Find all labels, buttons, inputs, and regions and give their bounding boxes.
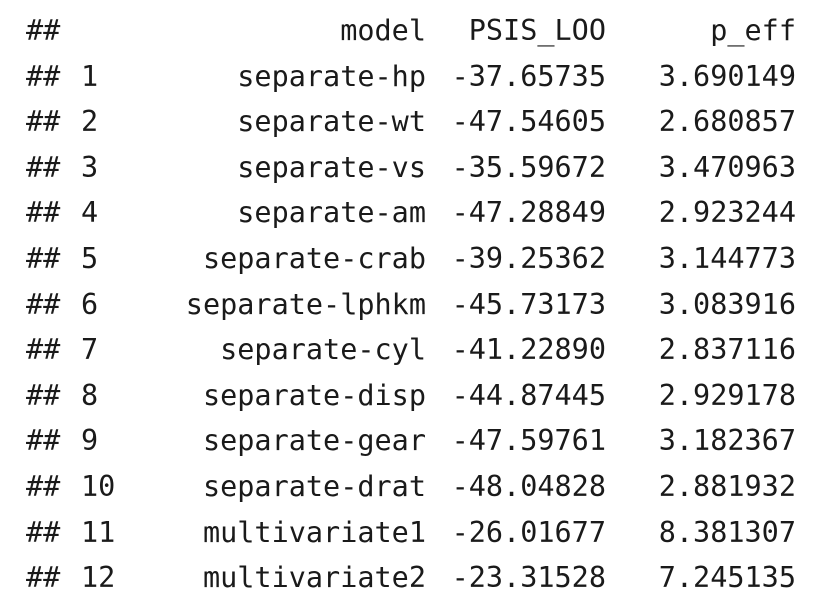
header-index bbox=[81, 8, 136, 54]
row-p-eff: 2.929178 bbox=[658, 378, 796, 412]
row-index: 11 bbox=[81, 515, 116, 549]
comment-prefix: ## bbox=[26, 241, 61, 275]
row-index: 3 bbox=[81, 150, 99, 184]
row-psis-loo: -26.01677 bbox=[451, 515, 606, 549]
row-index: 6 bbox=[81, 287, 99, 321]
row-model: separate-drat bbox=[202, 469, 426, 503]
row-model: separate-lphkm bbox=[185, 287, 426, 321]
row-p-eff: 3.470963 bbox=[658, 150, 796, 184]
row-psis-loo: -37.65735 bbox=[451, 59, 606, 93]
comment-prefix: ## bbox=[26, 424, 61, 458]
row-model: separate-disp bbox=[202, 378, 426, 412]
row-psis-loo: -35.59672 bbox=[451, 150, 606, 184]
row-psis-loo: -45.73173 bbox=[451, 287, 606, 321]
row-index: 10 bbox=[81, 469, 116, 503]
header-p-eff: p_eff bbox=[710, 14, 796, 47]
row-index: 1 bbox=[81, 59, 99, 93]
row-p-eff: 2.680857 bbox=[658, 105, 796, 139]
header-psis-loo: PSIS_LOO bbox=[468, 14, 606, 47]
row-model: separate-wt bbox=[237, 105, 426, 139]
row-psis-loo: -47.59761 bbox=[451, 424, 606, 458]
table-row: ## 6 separate-lphkm -45.73173 3.083916 bbox=[26, 282, 796, 328]
row-model: separate-hp bbox=[237, 59, 426, 93]
row-model: separate-cyl bbox=[220, 333, 426, 367]
row-psis-loo: -41.22890 bbox=[451, 333, 606, 367]
comment-prefix: ## bbox=[26, 378, 61, 412]
comment-prefix: ## bbox=[26, 515, 61, 549]
row-index: 9 bbox=[81, 424, 99, 458]
table-body: ## 1 separate-hp -37.65735 3.690149 ## 2 separa… bbox=[26, 54, 796, 601]
comment-prefix: ## bbox=[26, 14, 61, 47]
row-index: 8 bbox=[81, 378, 99, 412]
row-model: separate-gear bbox=[202, 424, 426, 458]
table-row: ## 5 separate-crab -39.25362 3.144773 bbox=[26, 236, 796, 282]
row-psis-loo: -39.25362 bbox=[451, 241, 606, 275]
row-index: 2 bbox=[81, 105, 99, 139]
row-p-eff: 3.083916 bbox=[658, 287, 796, 321]
table-row: ## 11 multivariate1 -26.01677 8.381307 bbox=[26, 510, 796, 556]
row-index: 7 bbox=[81, 333, 99, 367]
table-row: ## 10 separate-drat -48.04828 2.881932 bbox=[26, 464, 796, 510]
table-header-row: ## model PSIS_LOO p_eff bbox=[26, 8, 796, 54]
row-p-eff: 2.837116 bbox=[658, 333, 796, 367]
row-p-eff: 3.144773 bbox=[658, 241, 796, 275]
row-model: separate-vs bbox=[237, 150, 426, 184]
row-index: 4 bbox=[81, 196, 99, 230]
row-psis-loo: -48.04828 bbox=[451, 469, 606, 503]
comment-prefix: ## bbox=[26, 196, 61, 230]
row-psis-loo: -47.28849 bbox=[451, 196, 606, 230]
row-model: multivariate1 bbox=[202, 515, 426, 549]
header-model: model bbox=[340, 14, 426, 47]
row-psis-loo: -47.54605 bbox=[451, 105, 606, 139]
row-index: 5 bbox=[81, 241, 99, 275]
table-row: ## 9 separate-gear -47.59761 3.182367 bbox=[26, 418, 796, 464]
comment-prefix: ## bbox=[26, 59, 61, 93]
r-console-output: ## model PSIS_LOO p_eff ## 1 separate-hp -3… bbox=[26, 8, 796, 601]
row-p-eff: 2.923244 bbox=[658, 196, 796, 230]
table-row: ## 7 separate-cyl -41.22890 2.837116 bbox=[26, 327, 796, 373]
row-model: separate-am bbox=[237, 196, 426, 230]
row-model: separate-crab bbox=[202, 241, 426, 275]
table-row: ## 3 separate-vs -35.59672 3.470963 bbox=[26, 145, 796, 191]
row-psis-loo: -44.87445 bbox=[451, 378, 606, 412]
table-row: ## 1 separate-hp -37.65735 3.690149 bbox=[26, 54, 796, 100]
table-row: ## 2 separate-wt -47.54605 2.680857 bbox=[26, 99, 796, 145]
comment-prefix: ## bbox=[26, 469, 61, 503]
row-p-eff: 2.881932 bbox=[658, 469, 796, 503]
comment-prefix: ## bbox=[26, 105, 61, 139]
comment-prefix: ## bbox=[26, 287, 61, 321]
row-p-eff: 3.690149 bbox=[658, 59, 796, 93]
row-p-eff: 3.182367 bbox=[658, 424, 796, 458]
comment-prefix: ## bbox=[26, 150, 61, 184]
comment-prefix: ## bbox=[26, 333, 61, 367]
table-row: ## 8 separate-disp -44.87445 2.929178 bbox=[26, 373, 796, 419]
row-p-eff: 8.381307 bbox=[658, 515, 796, 549]
table-row: ## 4 separate-am -47.28849 2.923244 bbox=[26, 190, 796, 236]
